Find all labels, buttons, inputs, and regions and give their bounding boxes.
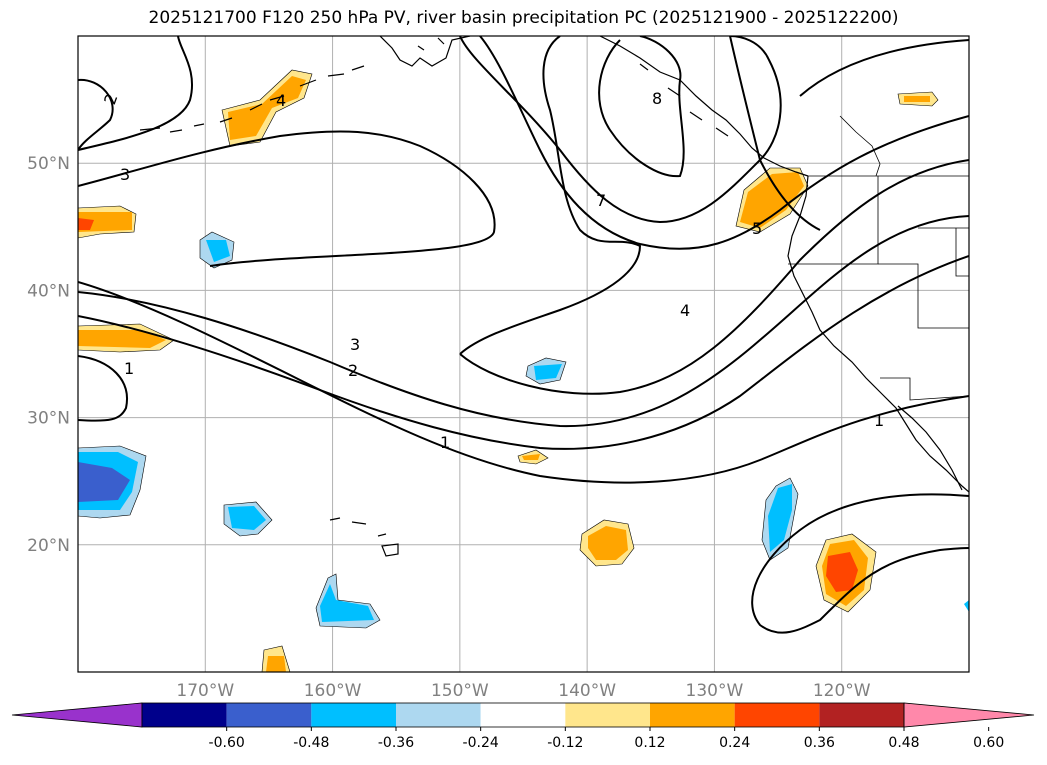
positive-anomaly-patch — [522, 454, 540, 460]
gridlines — [78, 36, 969, 672]
positive-anomaly-patch — [826, 552, 858, 592]
colorbar-tick-label: 0.48 — [888, 735, 919, 751]
colorbar-tick-label: 0.36 — [804, 735, 835, 751]
positive-anomaly-patch — [78, 330, 166, 348]
positive-anomaly-patch — [266, 656, 286, 672]
colorbar-tick-label: 0.24 — [719, 735, 750, 751]
precipitation-shading — [78, 69, 969, 672]
colorbar-swatch — [734, 703, 820, 727]
negative-anomaly-patch — [320, 584, 374, 622]
positive-anomaly-patch — [588, 526, 628, 560]
colorbar-swatch — [819, 703, 904, 727]
colorbar-tick-label: -0.12 — [547, 735, 583, 751]
colorbar-tick-label: -0.60 — [209, 735, 245, 751]
colorbar-tick-label: 0.12 — [634, 735, 665, 751]
positive-anomaly-patch — [228, 76, 306, 140]
colorbar-swatch — [480, 703, 566, 727]
colorbar-extend-max — [903, 702, 1035, 728]
longitude-label: 120°W — [813, 681, 871, 701]
contour-label: 4 — [680, 301, 690, 320]
negative-anomaly-patch — [768, 484, 792, 552]
pv-contours — [78, 36, 969, 634]
latitude-label: 50°N — [27, 154, 70, 174]
colorbar-extend-min — [11, 702, 143, 728]
negative-anomaly-patch — [964, 600, 969, 612]
longitude-label: 160°W — [304, 681, 362, 701]
contour-label: 5 — [752, 219, 762, 238]
contour-label: 8 — [652, 89, 662, 108]
colorbar-tick-label: 0.60 — [973, 735, 1004, 751]
contour-label: 7 — [596, 191, 606, 210]
political-borders — [788, 115, 969, 401]
coastlines — [139, 36, 969, 557]
longitude-label: 130°W — [686, 681, 744, 701]
colorbar-swatch — [142, 703, 227, 727]
longitude-label: 140°W — [558, 681, 616, 701]
positive-anomaly-patch — [78, 212, 132, 232]
colorbar-swatch — [565, 703, 650, 727]
positive-anomaly-patch — [904, 96, 930, 102]
colorbar-swatch — [311, 703, 396, 727]
colorbar-swatch — [396, 703, 481, 727]
latitude-label: 30°N — [27, 409, 70, 429]
latitude-label: 20°N — [27, 536, 70, 556]
negative-anomaly-patch — [534, 364, 562, 380]
colorbar-tick-label: -0.36 — [378, 735, 414, 751]
latitude-label: 40°N — [27, 281, 70, 301]
contour-label: 4 — [276, 91, 286, 110]
longitude-labels: 170°W 160°W 150°W 140°W 130°W 120°W — [176, 681, 870, 701]
longitude-label: 170°W — [176, 681, 234, 701]
colorbar-swatch — [226, 703, 312, 727]
colorbar-tick-label: -0.48 — [293, 735, 329, 751]
latitude-labels: 20°N 30°N 40°N 50°N — [27, 154, 70, 556]
pv-contour-labels: 3 2 4 3 2 1 1 4 7 8 5 1 — [100, 89, 884, 452]
positive-anomaly-patch — [78, 218, 94, 230]
contour-label: 1 — [874, 411, 884, 430]
contour-label: 2 — [348, 361, 358, 380]
negative-anomaly-patch — [78, 462, 130, 502]
contour-label: 3 — [350, 335, 360, 354]
map-title: 2025121700 F120 250 hPa PV, river basin … — [148, 8, 899, 28]
contour-label: 1 — [124, 359, 134, 378]
contour-label: 1 — [440, 433, 450, 452]
contour-label: 3 — [120, 165, 130, 184]
plot-frame — [77, 35, 970, 673]
longitude-label: 150°W — [431, 681, 489, 701]
colorbar-tick-label: -0.24 — [463, 735, 499, 751]
negative-anomaly-patch — [206, 240, 230, 262]
colorbar-frame — [141, 702, 905, 728]
colorbar-swatch — [650, 703, 735, 727]
negative-anomaly-patch — [228, 506, 266, 530]
positive-anomaly-patch — [740, 172, 804, 228]
colorbar: -0.60 -0.48 -0.36 -0.24 -0.12 0.12 0.24 0.36 0.4… — [11, 702, 1035, 751]
